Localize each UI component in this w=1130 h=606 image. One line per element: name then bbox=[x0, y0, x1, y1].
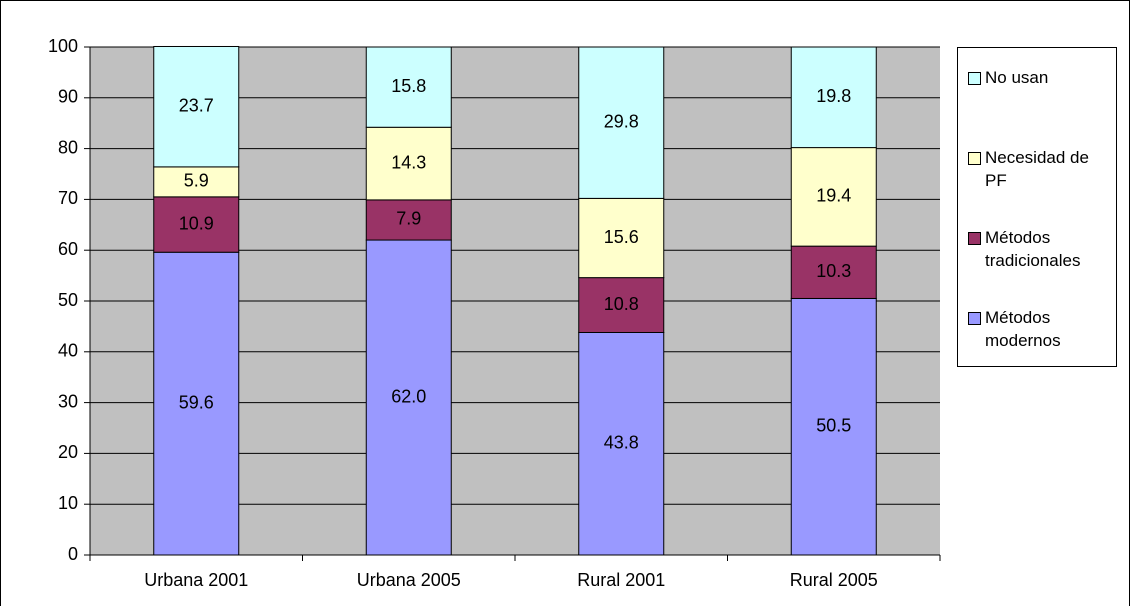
bar-segment bbox=[578, 46, 665, 199]
y-tick-label: 50 bbox=[58, 290, 78, 310]
data-label: 10.3 bbox=[816, 261, 851, 281]
data-label: 14.3 bbox=[391, 152, 426, 172]
legend-swatch bbox=[968, 232, 981, 245]
data-label: 10.8 bbox=[604, 294, 639, 314]
x-tick-label: Urbana 2005 bbox=[357, 570, 461, 590]
data-label: 23.7 bbox=[179, 95, 214, 115]
bar-segment bbox=[365, 199, 452, 241]
bar-segment bbox=[153, 45, 240, 168]
y-tick-label: 80 bbox=[58, 137, 78, 157]
y-tick-label: 60 bbox=[58, 239, 78, 259]
y-tick-label: 10 bbox=[58, 493, 78, 513]
bar-segment bbox=[578, 277, 665, 333]
data-label: 15.6 bbox=[604, 227, 639, 247]
legend-label: Métodos modernos bbox=[985, 308, 1061, 350]
y-tick-label: 70 bbox=[58, 188, 78, 208]
legend-label: Métodos tradicionales bbox=[985, 228, 1081, 270]
bar-segment bbox=[365, 239, 452, 556]
y-tick-label: 100 bbox=[48, 36, 78, 56]
data-label: 19.4 bbox=[816, 186, 851, 206]
y-tick-label: 30 bbox=[58, 391, 78, 411]
bar-segment bbox=[153, 196, 240, 253]
y-tick-label: 90 bbox=[58, 87, 78, 107]
legend-swatch bbox=[968, 152, 981, 165]
data-label: 50.5 bbox=[816, 415, 851, 435]
legend-label: Necesidad de PF bbox=[985, 148, 1089, 190]
bar-segment bbox=[365, 46, 452, 128]
y-tick-label: 40 bbox=[58, 341, 78, 361]
data-label: 43.8 bbox=[604, 432, 639, 452]
data-label: 62.0 bbox=[391, 386, 426, 406]
x-tick-label: Urbana 2001 bbox=[144, 570, 248, 590]
legend-entry: Métodos modernos bbox=[968, 306, 1110, 352]
data-label: 5.9 bbox=[184, 171, 209, 191]
data-label: 10.9 bbox=[179, 213, 214, 233]
data-label: 59.6 bbox=[179, 392, 214, 412]
bar-segment bbox=[790, 245, 877, 299]
legend-entry: Métodos tradicionales bbox=[968, 226, 1110, 272]
legend: No usan Necesidad de PF Métodos tradiciona… bbox=[957, 47, 1117, 367]
legend-swatch bbox=[968, 72, 981, 85]
legend-entry: No usan bbox=[968, 66, 1110, 89]
bar-segment bbox=[153, 166, 240, 198]
data-label: 7.9 bbox=[396, 209, 421, 229]
bar-segment bbox=[365, 126, 452, 201]
y-tick-label: 0 bbox=[68, 544, 78, 564]
data-label: 29.8 bbox=[604, 111, 639, 131]
x-tick-label: Rural 2001 bbox=[577, 570, 665, 590]
bar-segment bbox=[153, 251, 240, 556]
bar-segment bbox=[790, 297, 877, 556]
bar-segment bbox=[790, 147, 877, 247]
bar-segment bbox=[790, 46, 877, 149]
x-tick-label: Rural 2005 bbox=[790, 570, 878, 590]
bar-segment bbox=[578, 197, 665, 279]
legend-swatch bbox=[968, 312, 981, 325]
legend-entry: Necesidad de PF bbox=[968, 146, 1110, 192]
legend-label: No usan bbox=[985, 68, 1049, 87]
data-label: 15.8 bbox=[391, 76, 426, 96]
data-label: 19.8 bbox=[816, 86, 851, 106]
bar-segment bbox=[578, 331, 665, 556]
y-tick-label: 20 bbox=[58, 442, 78, 462]
